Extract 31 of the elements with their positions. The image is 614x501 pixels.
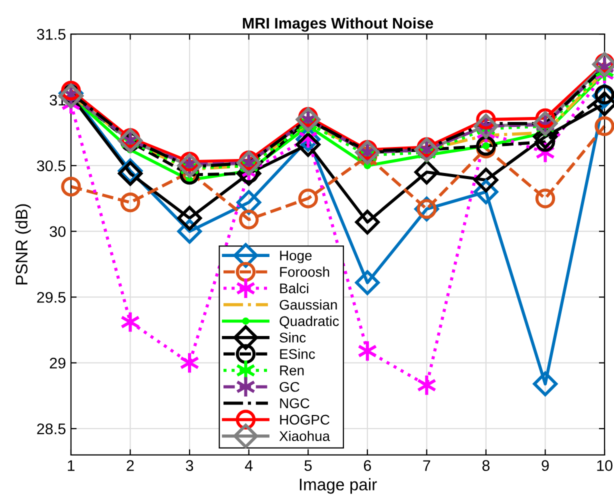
x-axis-title: Image pair <box>300 478 377 494</box>
legend-label: Sinc <box>280 332 306 343</box>
x-tick-label: 5 <box>304 460 312 471</box>
legend-label: NGC <box>280 398 310 408</box>
x-tick-label: 2 <box>126 460 134 471</box>
legend-label: GC <box>280 382 300 392</box>
legend-label: HOGPC <box>280 414 330 425</box>
y-tick-label: 30 <box>50 226 66 238</box>
x-tick-label: 10 <box>597 460 612 471</box>
legend-label: Ren <box>280 366 304 376</box>
x-tick-label: 3 <box>186 460 194 471</box>
legend-label: Hoge <box>280 250 312 264</box>
legend-label: Xiaohua <box>279 430 330 442</box>
x-tick-label: 7 <box>423 460 430 471</box>
legend-label: Quadratic <box>280 316 339 329</box>
y-tick-label: 29.5 <box>37 292 66 303</box>
y-tick-label: 31.5 <box>36 28 66 40</box>
legend-label: Foroosh <box>280 266 330 277</box>
x-tick-label: 4 <box>244 460 253 471</box>
x-tick-label: 6 <box>364 460 371 471</box>
x-tick-label: 9 <box>542 460 549 471</box>
y-axis-title: PSNR (dB) <box>15 204 31 284</box>
y-tick-label: 30.5 <box>36 160 66 172</box>
legend-label: Gaussian <box>280 299 337 310</box>
x-tick-label: 1 <box>68 460 74 471</box>
legend-label: ESinc <box>280 348 315 359</box>
chart-title: MRI Images Without Noise <box>242 17 434 32</box>
legend-label: Balci <box>280 283 308 294</box>
y-tick-label: 29 <box>50 358 66 369</box>
y-tick-label: 28.5 <box>37 423 66 434</box>
x-tick-label: 8 <box>482 460 490 471</box>
